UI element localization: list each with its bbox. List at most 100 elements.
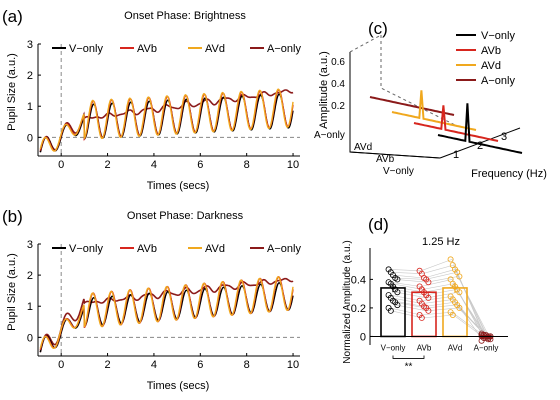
legend-label-avd: AVd [481,60,501,72]
panel-c-xlabel: Frequency (Hz) [471,168,547,180]
bar-avb [411,291,437,338]
panel-d-plot: 0 0.2 0.4 V−only AVb AVd A−only ** [351,248,508,372]
subject-line [394,301,488,339]
legend-label-avb: AVb [137,243,157,255]
x-tick-label: AVd [448,343,463,352]
legend-label-avb: AVb [481,45,501,57]
panel-c-plot: 0.2 0.4 0.6 1 2 3 V−only AVb AVd A−only [331,30,523,161]
legend-label-v-only: V−only [481,30,515,42]
panel-a-plot: 0 2 4 6 8 10 0 1 2 3 V−only AVb AVd A−only [27,39,302,171]
subject-line [394,289,488,340]
x-tick-label: 4 [151,359,157,371]
panel-a-xlabel: Times (secs) [147,180,210,192]
legend-label-avd: AVd [205,243,225,255]
legend-label-v-only: V−only [69,243,103,255]
y-tick-label: 0 [27,332,33,344]
x-tick-label: 1 [453,149,459,161]
panel-label-b: (b) [2,207,23,226]
series-line-avd [39,88,294,152]
series-line-avd [39,276,294,350]
x-tick-label: 6 [197,359,203,371]
x-tick-label: 6 [197,159,203,171]
spectrum-line-avb [413,105,499,142]
subject-line [395,276,490,337]
panel-c-zlabel-avb: AVb [376,154,395,165]
panel-b-xlabel: Times (secs) [147,380,210,392]
panel-b-plot: 0 2 4 6 8 10 0 1 2 3 V−only AVb AVd A−only [27,239,302,371]
y-tick-label: 0 [27,132,33,144]
subject-line [391,264,485,336]
panel-c-zlabel-v-only: V−only [383,166,414,177]
data-point [449,311,456,318]
legend-label-avd: AVd [205,43,225,55]
x-tick-label: 4 [151,159,157,171]
significance-label: ** [405,361,413,372]
panel-label-a: (a) [2,7,23,26]
spectrum-line-v-only [437,103,523,154]
data-point [394,302,401,309]
panel-c-zlabel-a-only: A−only [314,130,345,141]
data-point [456,273,463,280]
panel-label-c: (c) [368,19,388,38]
legend-label-avb: AVb [137,43,157,55]
c-back-grid [380,35,456,126]
y-tick-label: 0.6 [331,57,345,68]
data-point [480,334,487,341]
series-line-v-only [39,93,294,153]
series-line-avb [39,276,294,351]
data-point [456,289,463,296]
panel-b-ylabel: Pupil Size (a.u.) [6,253,18,331]
x-tick-label: AVb [417,343,432,352]
data-point [394,276,401,283]
subject-line [394,271,488,337]
x-tick-label: 8 [244,359,250,371]
panel-a-title: Onset Phase: Brightness [124,10,246,22]
y-tick-label: 1 [27,101,33,113]
y-tick-label: 0.4 [351,274,366,286]
data-point [425,307,432,314]
panel-c-zlabel-avd: AVd [354,142,372,153]
c-depth-axis [349,151,441,159]
legend-label-a-only: A−only [267,43,301,55]
x-tick-label: 2 [104,359,110,371]
series-line-a-only [39,277,294,353]
panel-b-title: Onset Phase: Darkness [127,210,244,222]
x-tick-label: 2 [104,159,110,171]
legend-label-v-only: V−only [69,43,103,55]
spectrum-line-a-only [369,96,455,116]
panel-a-ylabel: Pupil Size (a.u.) [6,53,18,131]
panel-c-ylabel: Amplitude (a.u.) [318,51,330,129]
x-tick-label: 3 [501,131,507,143]
data-point [447,256,454,263]
x-tick-label: 10 [287,159,299,171]
panel-d-ylabel: Normalized Amplitude (a.u.) [342,240,353,363]
legend-label-a-only: A−only [481,75,515,87]
panel-d-title: 1.25 Hz [422,236,460,248]
y-tick-label: 3 [27,239,33,251]
data-point [418,314,425,321]
y-tick-label: 2 [27,270,33,282]
x-tick-label: 0 [58,159,64,171]
y-tick-label: 0.2 [351,303,366,315]
x-tick-label: 10 [287,359,299,371]
data-point [387,307,394,314]
subject-line [391,283,485,339]
subject-line [392,269,487,336]
y-tick-label: 3 [27,39,33,51]
spectrum-line-avd [391,90,477,131]
data-point [425,294,432,301]
significance-bracket [392,355,425,359]
x-tick-label: 8 [244,159,250,171]
data-point [394,289,401,296]
y-tick-label: 0 [360,331,366,343]
legend-label-a-only: A−only [267,243,301,255]
y-tick-label: 1 [27,301,33,313]
y-tick-label: 0.2 [331,101,345,112]
x-tick-label: A−only [474,343,499,352]
subject-line [391,310,485,339]
data-point [425,279,432,286]
data-point [456,304,463,311]
x-tick-label: 2 [477,140,483,152]
panel-label-d: (d) [368,215,389,234]
